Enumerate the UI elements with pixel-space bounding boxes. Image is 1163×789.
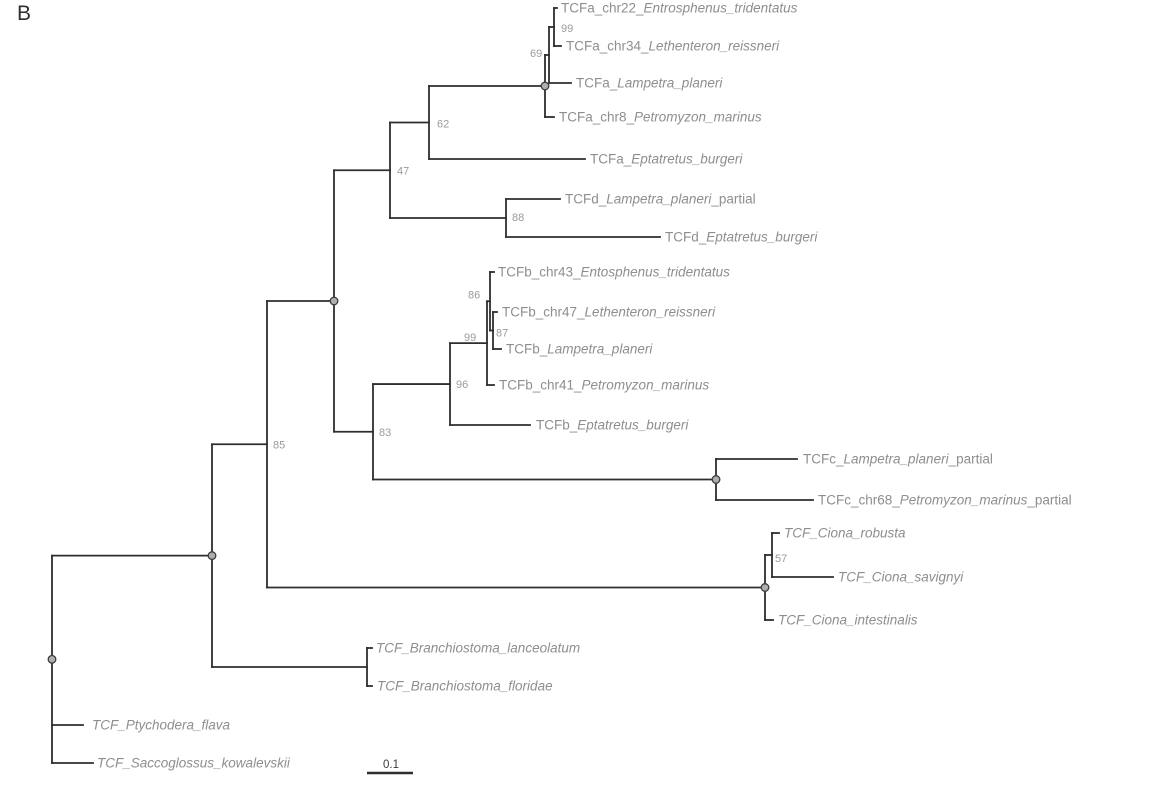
leaf-label: TCFa_chr34_Lethenteron_reissneri xyxy=(566,39,780,54)
leaf-label: TCFc_chr68_Petromyzon_marinus_partial xyxy=(818,493,1072,508)
bootstrap-value: 47 xyxy=(397,165,409,177)
leaf-label: TCF_Branchiostoma_lanceolatum xyxy=(376,641,580,656)
bootstrap-value: 85 xyxy=(273,439,285,451)
leaf-label: TCF_Ciona_savignyi xyxy=(838,570,964,585)
bootstrap-value: 88 xyxy=(512,212,524,224)
leaf-label: TCF_Saccoglossus_kowalevskii xyxy=(97,756,291,771)
scale-bar-label: 0.1 xyxy=(383,759,399,771)
leaf-label: TCFb_Eptatretus_burgeri xyxy=(536,418,689,433)
leaf-label: TCFb_chr43_Entosphenus_tridentatus xyxy=(498,265,730,280)
leaf-label: TCF_Ciona_intestinalis xyxy=(778,613,918,628)
bootstrap-value: 57 xyxy=(775,553,787,565)
leaf-label: TCFb_Lampetra_planeri xyxy=(506,342,653,357)
node-circle xyxy=(540,81,550,91)
node-circle xyxy=(329,296,339,306)
bootstrap-value: 86 xyxy=(468,289,480,301)
leaf-label: TCFa_chr8_Petromyzon_marinus xyxy=(559,110,762,125)
leaf-label: TCF_Ciona_robusta xyxy=(784,526,906,541)
leaf-label: TCFc_Lampetra_planeri_partial xyxy=(803,452,993,467)
leaf-label: TCF_Ptychodera_flava xyxy=(92,718,231,733)
bootstrap-value: 87 xyxy=(496,328,508,340)
node-circle xyxy=(760,583,770,592)
leaf-label: TCFd_Lampetra_planeri_partial xyxy=(565,192,756,207)
leaf-label: TCFa_Eptatretus_burgeri xyxy=(590,152,743,167)
bootstrap-value: 69 xyxy=(530,48,542,60)
leaf-label: TCFb_chr47_Lethenteron_reissneri xyxy=(502,305,716,320)
leaf-label: TCFb_chr41_Petromyzon_marinus xyxy=(499,378,709,393)
node-circle xyxy=(207,551,217,561)
bootstrap-value: 96 xyxy=(456,379,468,391)
leaf-label: TCF_Branchiostoma_floridae xyxy=(377,679,553,694)
bootstrap-value: 99 xyxy=(464,332,476,344)
bootstrap-value: 99 xyxy=(561,23,573,35)
leaf-label: TCFa_chr22_Entrosphenus_tridentatus xyxy=(561,1,798,16)
bootstrap-value: 83 xyxy=(379,427,391,439)
node-circle xyxy=(47,654,57,664)
bootstrap-value: 62 xyxy=(437,119,449,131)
leaf-label: TCFa_Lampetra_planeri xyxy=(576,76,723,91)
node-circle xyxy=(711,475,721,484)
panel-label: B xyxy=(17,2,32,25)
leaf-label: TCFd_Eptatretus_burgeri xyxy=(665,230,818,245)
